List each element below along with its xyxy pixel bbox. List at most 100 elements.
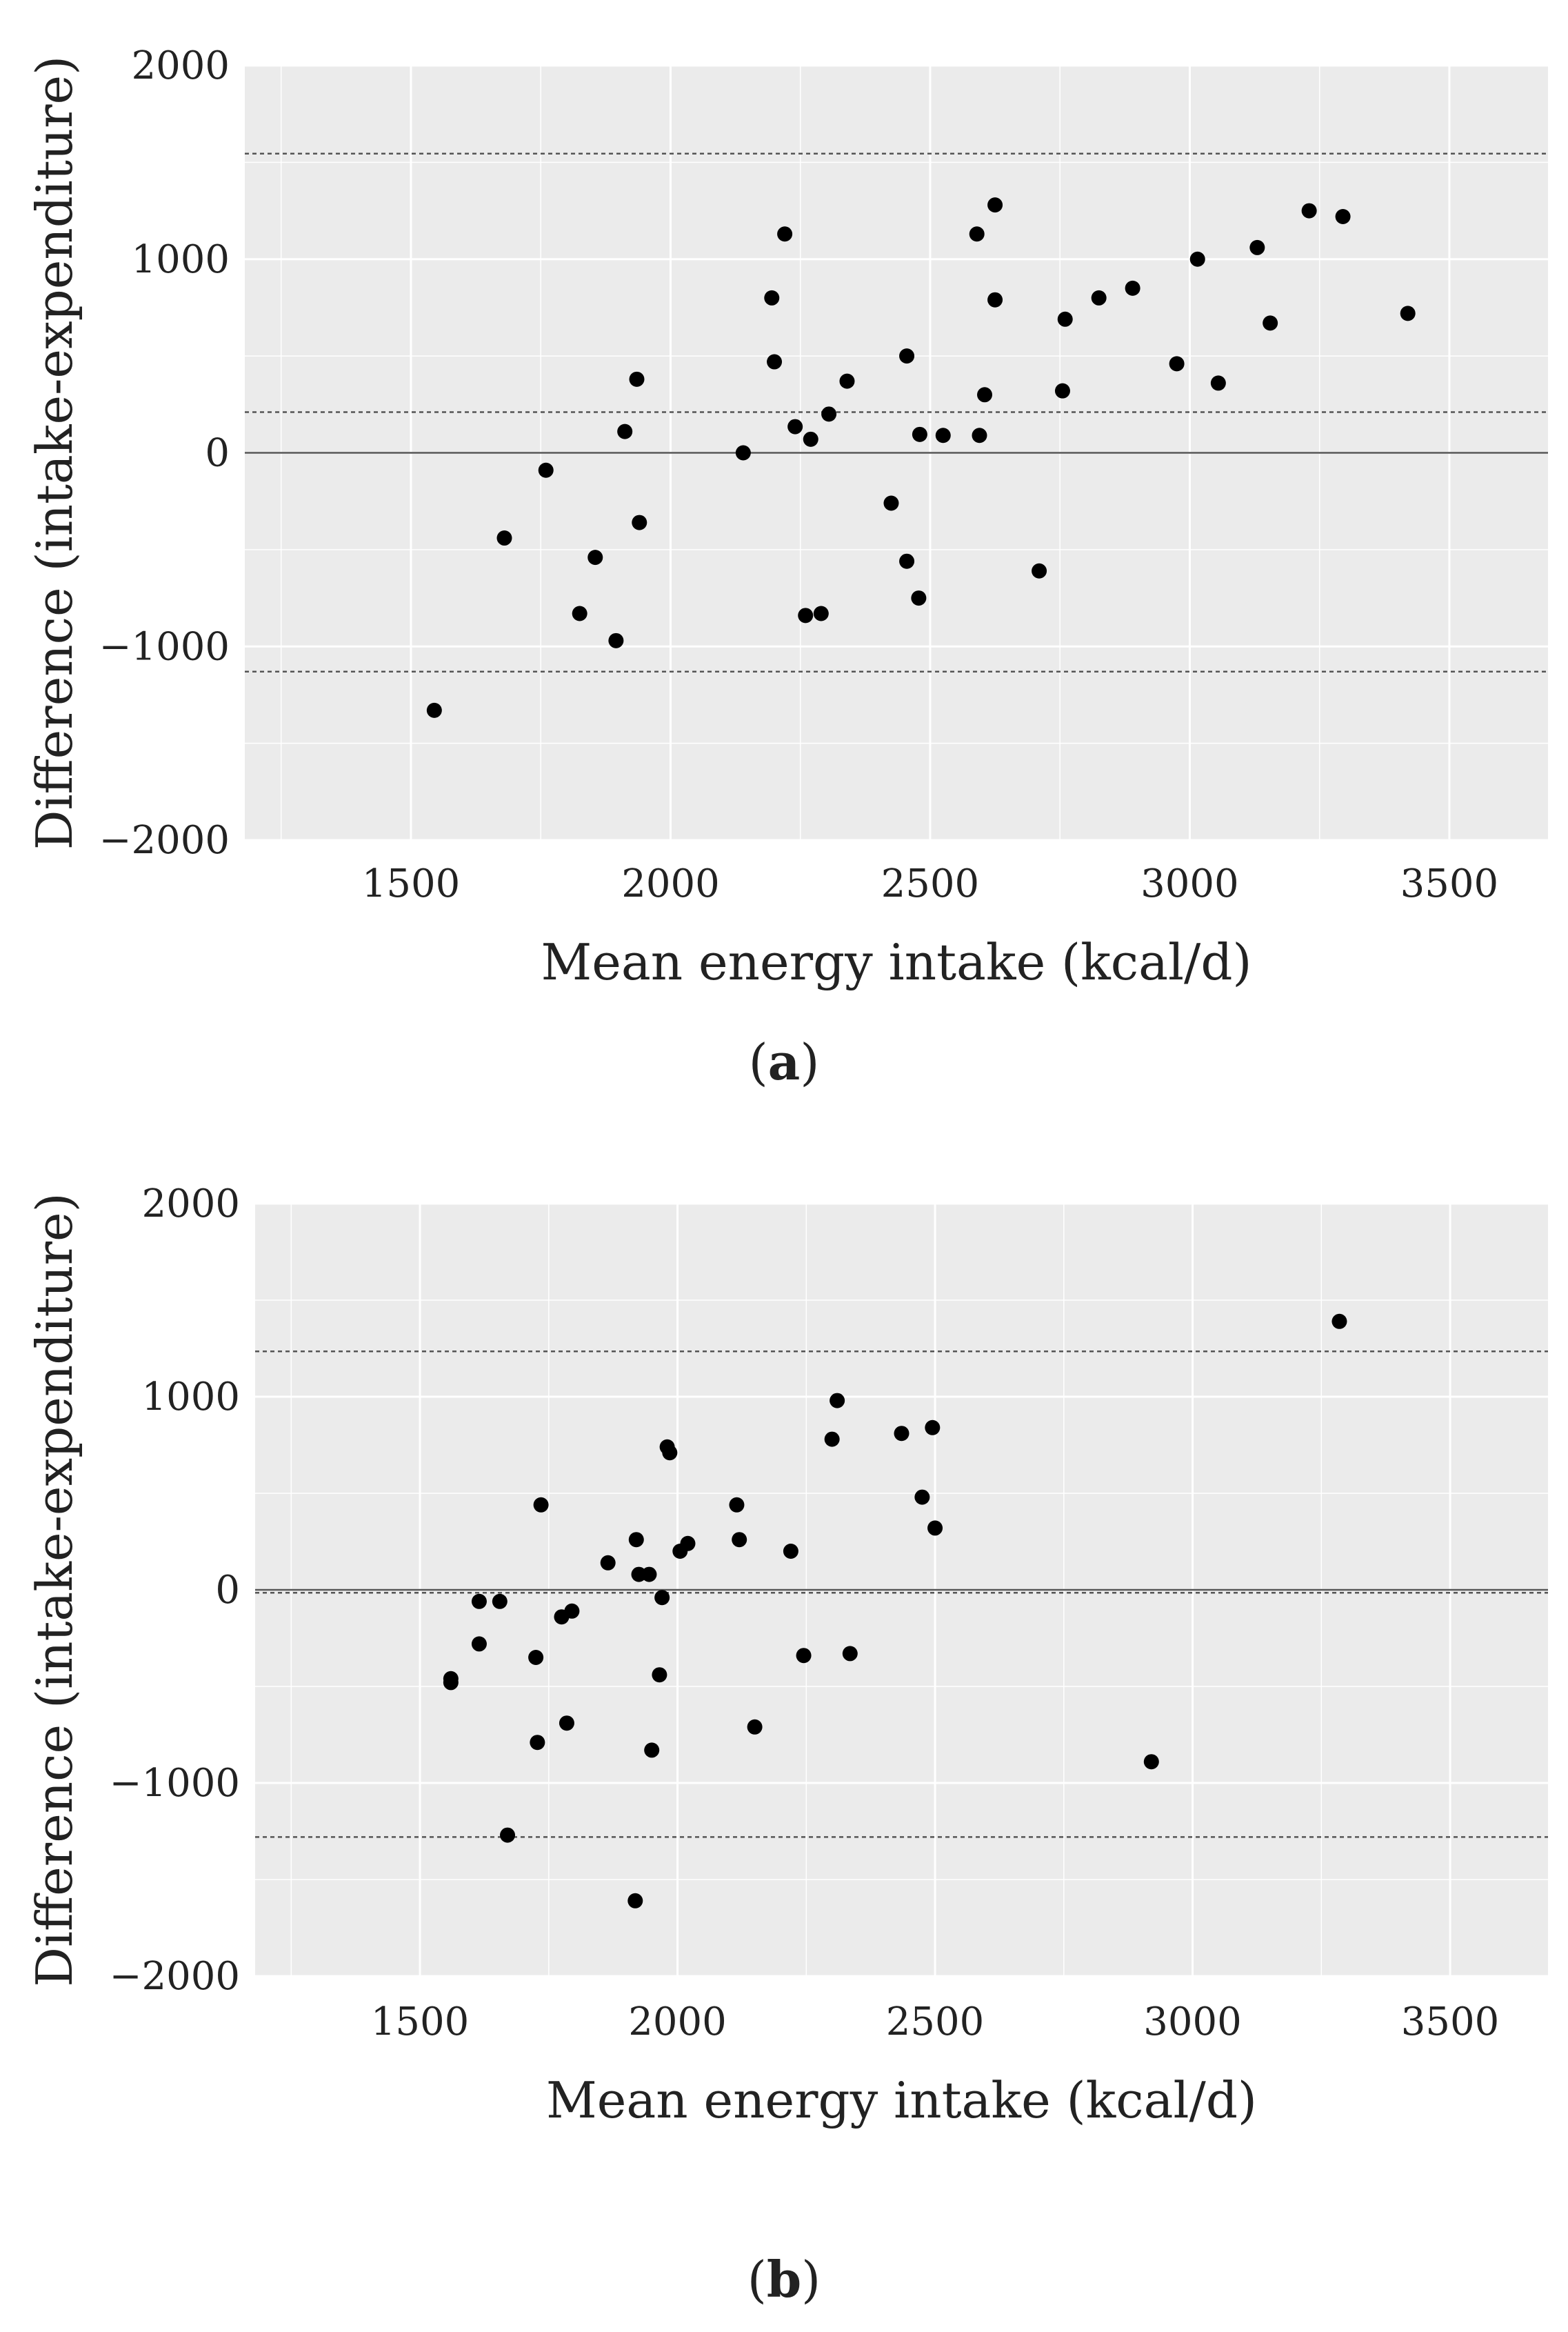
data-point <box>987 292 1003 308</box>
data-point <box>824 1431 840 1447</box>
data-point <box>1032 563 1047 579</box>
data-point <box>1143 1754 1159 1770</box>
data-point <box>1331 1313 1347 1329</box>
data-point <box>972 428 987 444</box>
y-tick-label: −2000 <box>110 1954 240 1999</box>
data-point <box>500 1827 516 1843</box>
data-point <box>777 226 793 242</box>
data-point <box>628 1532 644 1548</box>
reference-lines <box>245 152 1548 672</box>
y-tick-label: −2000 <box>99 818 230 863</box>
x-tick-label: 1500 <box>362 861 461 906</box>
data-point <box>842 1646 858 1662</box>
data-point <box>1249 239 1265 255</box>
data-point <box>496 530 512 546</box>
reference-lines <box>255 1350 1548 1838</box>
y-tick-label: 0 <box>215 1568 240 1613</box>
x-tick-label: 2000 <box>628 2000 727 2044</box>
x-tick-label: 2000 <box>621 861 720 906</box>
x-axis-title: Mean energy intake (kcal/d) <box>546 2071 1257 2129</box>
data-point <box>787 419 803 435</box>
y-tick-label: 0 <box>205 431 230 476</box>
data-point <box>1263 315 1278 331</box>
data-point <box>764 290 780 306</box>
data-point <box>803 431 818 447</box>
chart-b: 1500 2000 2500 3000 3500 −2000 −1000 0 1000 2000… <box>26 1182 1548 2309</box>
data-point <box>652 1667 667 1683</box>
x-tick-label: 3000 <box>1140 861 1239 906</box>
y-axis-title: Difference (intake-expenditure) <box>26 1193 83 1986</box>
data-point <box>533 1497 549 1513</box>
data-point <box>600 1555 616 1571</box>
data-point <box>629 371 645 387</box>
x-tick-label: 3000 <box>1143 2000 1242 2044</box>
y-tick-label: −1000 <box>99 624 230 669</box>
y-tick-labels: −2000 −1000 0 1000 2000 <box>99 43 230 863</box>
data-point <box>680 1535 696 1551</box>
data-point <box>608 632 624 648</box>
data-point <box>839 373 855 389</box>
data-point <box>1057 311 1073 327</box>
data-point <box>1091 290 1107 306</box>
data-point <box>735 445 751 461</box>
data-point <box>969 226 985 242</box>
y-axis-title: Difference (intake-expenditure) <box>26 56 83 850</box>
data-point <box>899 553 915 569</box>
data-point <box>1335 208 1351 224</box>
data-point <box>1301 203 1317 219</box>
data-point <box>925 1419 941 1435</box>
x-tick-labels: 1500 2000 2500 3000 3500 <box>371 2000 1500 2044</box>
data-point <box>987 197 1003 213</box>
data-point <box>798 608 814 624</box>
data-point <box>747 1719 763 1735</box>
data-point <box>587 550 603 566</box>
data-point <box>443 1671 459 1686</box>
y-tick-label: 2000 <box>141 1182 240 1226</box>
data-points <box>443 1313 1347 1909</box>
data-point <box>1125 280 1140 296</box>
panel-a: 1500 2000 2500 3000 3500 −2000 −1000 0 1000 2000… <box>0 0 1568 1131</box>
x-tick-label: 2500 <box>881 861 980 906</box>
panel-caption: (b) <box>747 2250 821 2309</box>
y-tick-label: 2000 <box>131 43 230 88</box>
panel-b: 1500 2000 2500 3000 3500 −2000 −1000 0 1000 2000… <box>0 1131 1568 2329</box>
data-point <box>1169 356 1185 372</box>
x-tick-label: 3500 <box>1400 861 1499 906</box>
data-point <box>572 606 587 621</box>
chart-a: 1500 2000 2500 3000 3500 −2000 −1000 0 1000 2000… <box>26 43 1548 1091</box>
data-point <box>559 1715 574 1731</box>
y-tick-label: −1000 <box>110 1761 240 1806</box>
data-point <box>471 1636 487 1652</box>
panel-caption: (a) <box>749 1033 820 1091</box>
data-point <box>732 1532 747 1548</box>
data-point <box>783 1544 798 1559</box>
data-point <box>911 590 927 606</box>
data-point <box>830 1393 845 1408</box>
data-point <box>530 1735 545 1751</box>
data-point <box>883 495 899 511</box>
data-point <box>977 387 993 403</box>
data-point <box>927 1520 943 1536</box>
data-point <box>564 1603 580 1619</box>
data-point <box>1189 251 1205 267</box>
data-point <box>821 406 837 422</box>
data-point <box>528 1650 544 1665</box>
x-tick-label: 1500 <box>371 2000 470 2044</box>
x-axis-title: Mean energy intake (kcal/d) <box>541 933 1252 991</box>
data-point <box>627 1893 643 1909</box>
data-point <box>1054 383 1070 399</box>
data-point <box>813 606 829 621</box>
y-tick-label: 1000 <box>141 1375 240 1419</box>
data-point <box>641 1566 657 1582</box>
data-points <box>426 197 1416 718</box>
data-point <box>426 702 442 718</box>
data-point <box>644 1742 660 1758</box>
data-point <box>1400 306 1416 321</box>
x-tick-label: 2500 <box>886 2000 985 2044</box>
data-point <box>654 1590 670 1606</box>
data-point <box>617 423 633 439</box>
data-point <box>632 515 647 530</box>
data-point <box>492 1593 507 1609</box>
x-tick-label: 3500 <box>1401 2000 1500 2044</box>
data-point <box>912 426 927 442</box>
